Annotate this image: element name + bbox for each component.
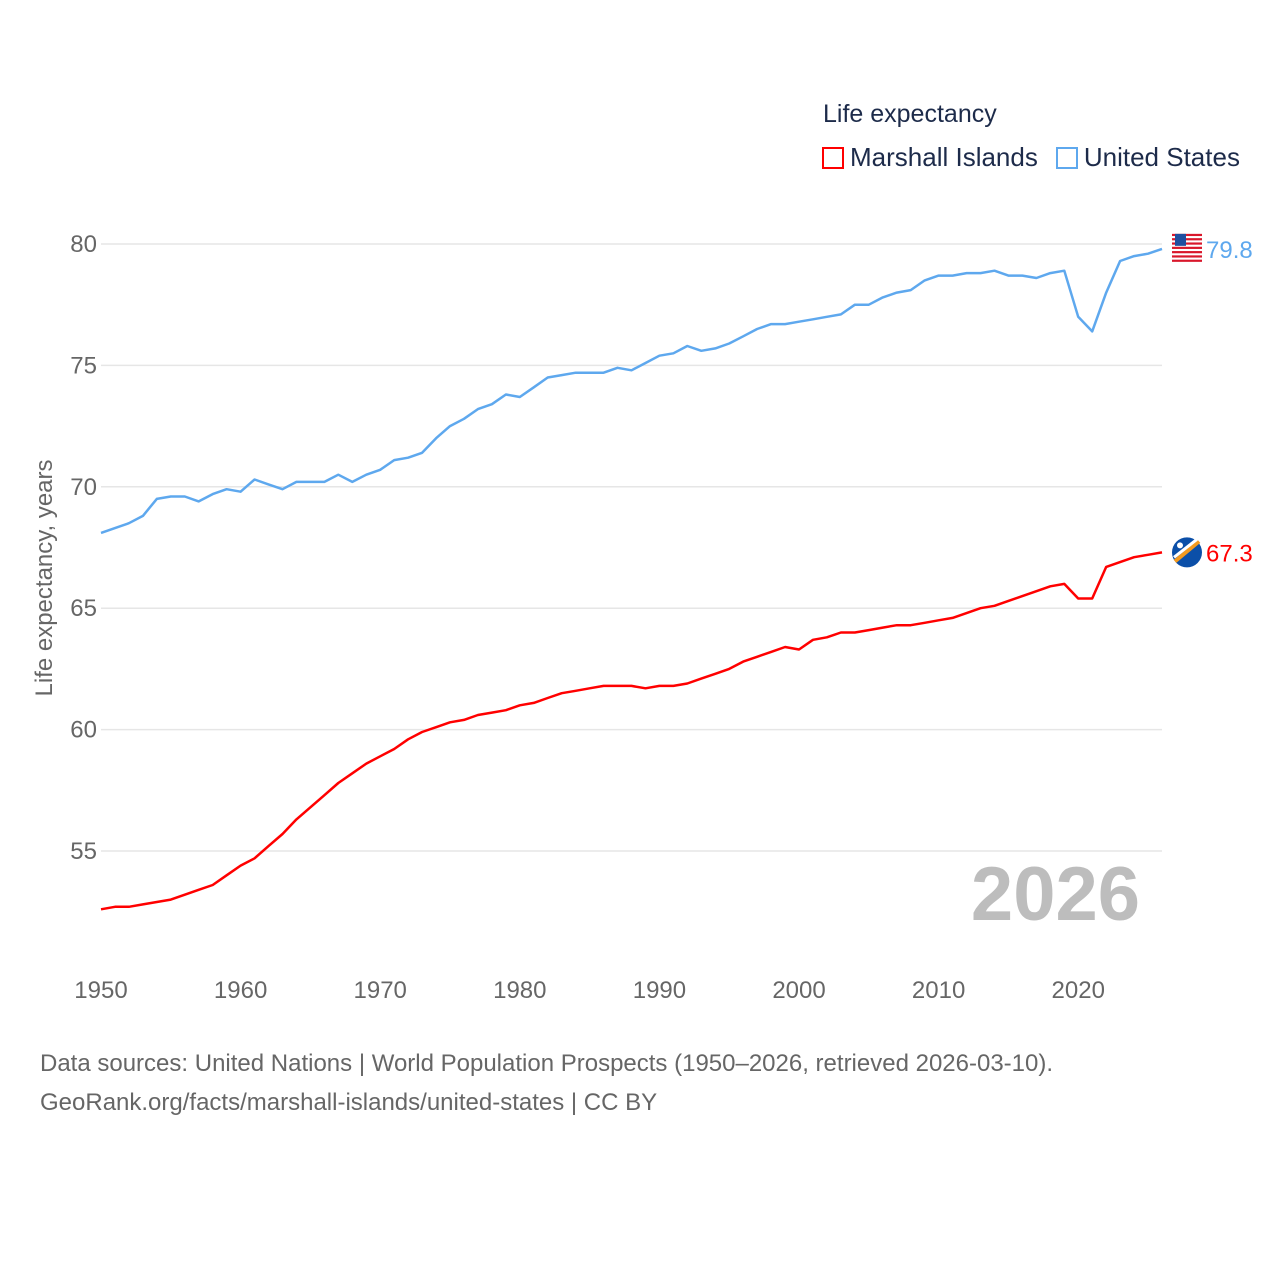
legend-swatch: [822, 146, 844, 169]
flag-stripe: [1172, 259, 1202, 262]
end-value-label: 79.8: [1206, 237, 1253, 264]
x-tick-label: 1970: [354, 977, 407, 1004]
flag-star: [1177, 542, 1183, 549]
data-source-text: Data sources: United Nations | World Pop…: [40, 1050, 1054, 1077]
x-tick-label: 1950: [74, 977, 127, 1004]
x-tick-label: 2010: [912, 977, 965, 1004]
flag-ray-white: [1173, 538, 1198, 559]
legend-item-united-states[interactable]: United States: [1055, 142, 1240, 173]
x-tick-label: 1990: [633, 977, 686, 1004]
x-tick-label: 1980: [493, 977, 546, 1004]
y-tick-label: 70: [70, 474, 97, 501]
year-watermark: 2026: [971, 852, 1140, 937]
legend: Marshall Islands United States: [822, 142, 1240, 173]
flag-stripe: [1172, 238, 1202, 241]
x-tick-label: 1960: [214, 977, 267, 1004]
y-tick-label: 55: [70, 838, 97, 865]
y-tick-label: 80: [70, 231, 97, 258]
y-tick-label: 60: [70, 717, 97, 744]
series-line-united-states: [100, 247, 1163, 535]
legend-title: Life expectancy: [823, 100, 997, 128]
footer: Data sources: United Nations | World Pop…: [40, 1044, 1053, 1122]
legend-item-marshall-islands[interactable]: Marshall Islands: [822, 142, 1038, 173]
end-value-label: 67.3: [1206, 540, 1253, 567]
series-line-marshall-islands: [100, 551, 1163, 911]
legend-label: United States: [1083, 142, 1240, 172]
x-tick-label: 2000: [772, 977, 825, 1004]
source-url-text: GeoRank.org/facts/marshall-islands/unite…: [40, 1089, 658, 1116]
legend-label: Marshall Islands: [850, 142, 1038, 172]
flag-stripe: [1172, 233, 1202, 237]
flag-ray-orange: [1173, 539, 1201, 563]
flag-stripe: [1172, 242, 1202, 245]
x-tick-label: 2020: [1052, 977, 1105, 1004]
flag-canton: [1175, 233, 1186, 246]
legend-swatch: [1055, 146, 1078, 169]
flag-stripe: [1172, 251, 1202, 254]
flag-stripe: [1172, 246, 1202, 249]
y-tick-label: 75: [70, 352, 97, 379]
y-tick-label: 65: [70, 595, 97, 622]
y-axis-label: Life expectancy, years: [31, 459, 58, 696]
flag-stripe: [1172, 255, 1202, 258]
